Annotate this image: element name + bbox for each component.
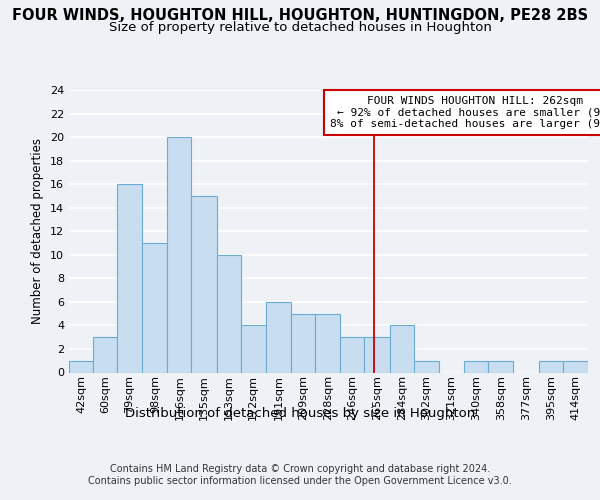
- Bar: [217, 255, 241, 372]
- Bar: [69, 360, 93, 372]
- Bar: [413, 360, 439, 372]
- Bar: [117, 184, 142, 372]
- Bar: [539, 360, 563, 372]
- Bar: [315, 314, 340, 372]
- Bar: [93, 337, 117, 372]
- Text: Contains public sector information licensed under the Open Government Licence v3: Contains public sector information licen…: [88, 476, 512, 486]
- Bar: [241, 326, 266, 372]
- Bar: [191, 196, 217, 372]
- Text: FOUR WINDS HOUGHTON HILL: 262sqm
← 92% of detached houses are smaller (99)
8% of: FOUR WINDS HOUGHTON HILL: 262sqm ← 92% o…: [330, 96, 600, 129]
- Bar: [142, 243, 167, 372]
- Text: Contains HM Land Registry data © Crown copyright and database right 2024.: Contains HM Land Registry data © Crown c…: [110, 464, 490, 474]
- Bar: [464, 360, 488, 372]
- Bar: [340, 337, 364, 372]
- Bar: [488, 360, 514, 372]
- Y-axis label: Number of detached properties: Number of detached properties: [31, 138, 44, 324]
- Bar: [291, 314, 315, 372]
- Bar: [266, 302, 291, 372]
- Text: Distribution of detached houses by size in Houghton: Distribution of detached houses by size …: [125, 408, 475, 420]
- Bar: [563, 360, 588, 372]
- Bar: [390, 326, 413, 372]
- Bar: [364, 337, 390, 372]
- Bar: [167, 137, 191, 372]
- Text: Size of property relative to detached houses in Houghton: Size of property relative to detached ho…: [109, 21, 491, 34]
- Text: FOUR WINDS, HOUGHTON HILL, HOUGHTON, HUNTINGDON, PE28 2BS: FOUR WINDS, HOUGHTON HILL, HOUGHTON, HUN…: [12, 8, 588, 22]
